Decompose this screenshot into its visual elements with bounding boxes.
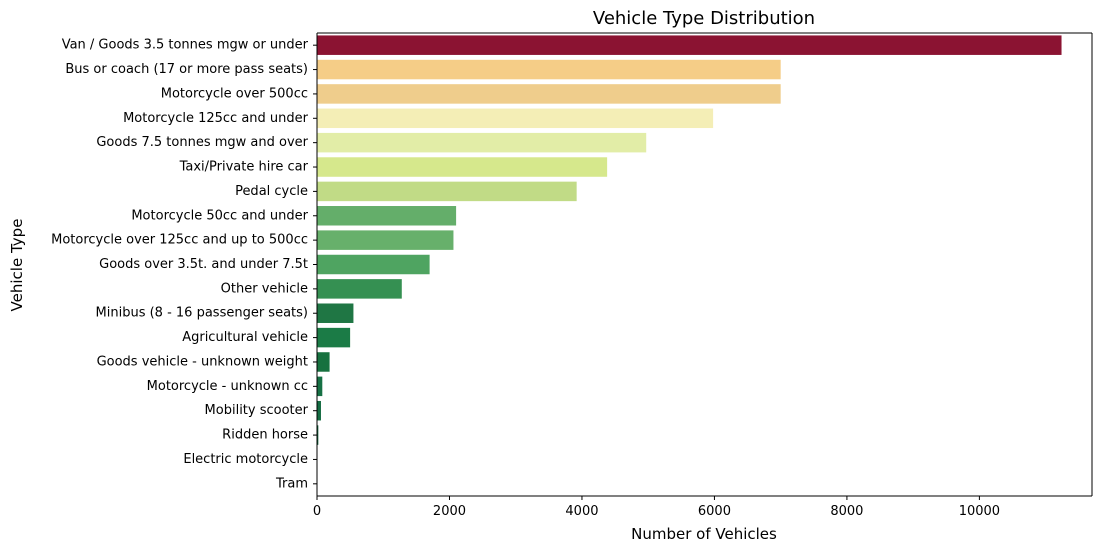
y-tick-label: Motorcycle over 125cc and up to 500cc bbox=[51, 233, 308, 248]
y-tick-label: Agricultural vehicle bbox=[182, 330, 308, 345]
axes-group bbox=[316, 32, 1093, 497]
y-tick-label: Mobility scooter bbox=[205, 403, 309, 418]
y-tick-label: Motorcycle over 500cc bbox=[161, 86, 308, 101]
y-tick-label: Tram bbox=[275, 476, 308, 491]
x-tick-label: 8000 bbox=[830, 504, 863, 519]
bar bbox=[317, 181, 577, 202]
bar bbox=[317, 254, 430, 275]
bar bbox=[317, 279, 402, 299]
bar bbox=[317, 206, 457, 226]
x-tick-label: 10000 bbox=[959, 504, 1000, 519]
bar bbox=[317, 230, 454, 250]
y-tick-label: Motorcycle 50cc and under bbox=[131, 208, 308, 223]
y-tick-label: Electric motorcycle bbox=[183, 452, 308, 467]
y-tick-label: Motorcycle 125cc and under bbox=[123, 111, 309, 126]
y-tick-label: Goods 7.5 tonnes mgw and over bbox=[96, 135, 308, 150]
x-tick-label: 2000 bbox=[433, 504, 466, 519]
y-tick-label: Pedal cycle bbox=[235, 184, 308, 199]
y-tick-label: Goods over 3.5t. and under 7.5t bbox=[99, 257, 308, 272]
y-tick-label: Bus or coach (17 or more pass seats) bbox=[65, 62, 308, 77]
x-tick-label: 6000 bbox=[698, 504, 731, 519]
y-tick-label: Motorcycle - unknown cc bbox=[147, 379, 308, 394]
x-axis-label: Number of Vehicles bbox=[631, 525, 777, 543]
bar bbox=[317, 400, 321, 421]
bar bbox=[317, 108, 714, 129]
bar bbox=[317, 157, 608, 177]
bar bbox=[317, 35, 1062, 55]
bar bbox=[317, 376, 323, 397]
chart-title: Vehicle Type Distribution bbox=[593, 8, 815, 29]
bar bbox=[317, 425, 319, 445]
bar bbox=[317, 303, 354, 323]
bar bbox=[317, 59, 781, 80]
bar bbox=[317, 327, 351, 348]
bar bbox=[317, 84, 781, 104]
x-tick-label: 0 bbox=[313, 504, 321, 519]
x-axis-ticks: 0 2000 4000 6000 8000 10000 bbox=[313, 496, 1000, 519]
bars-group bbox=[317, 35, 1062, 494]
y-tick-label: Ridden horse bbox=[222, 428, 308, 443]
y-tick-label: Van / Goods 3.5 tonnes mgw or under bbox=[62, 38, 309, 53]
y-tick-label: Minibus (8 - 16 passenger seats) bbox=[96, 306, 308, 321]
y-tick-label: Taxi/Private hire car bbox=[179, 160, 309, 175]
y-axis-label: Vehicle Type bbox=[8, 219, 26, 312]
y-tick-label: Other vehicle bbox=[221, 281, 308, 296]
bar bbox=[317, 352, 330, 372]
y-axis-ticks: Van / Goods 3.5 tonnes mgw or under Bus o… bbox=[51, 38, 317, 491]
bar bbox=[317, 132, 647, 153]
y-tick-label: Goods vehicle - unknown weight bbox=[97, 354, 308, 369]
x-tick-label: 4000 bbox=[565, 504, 598, 519]
